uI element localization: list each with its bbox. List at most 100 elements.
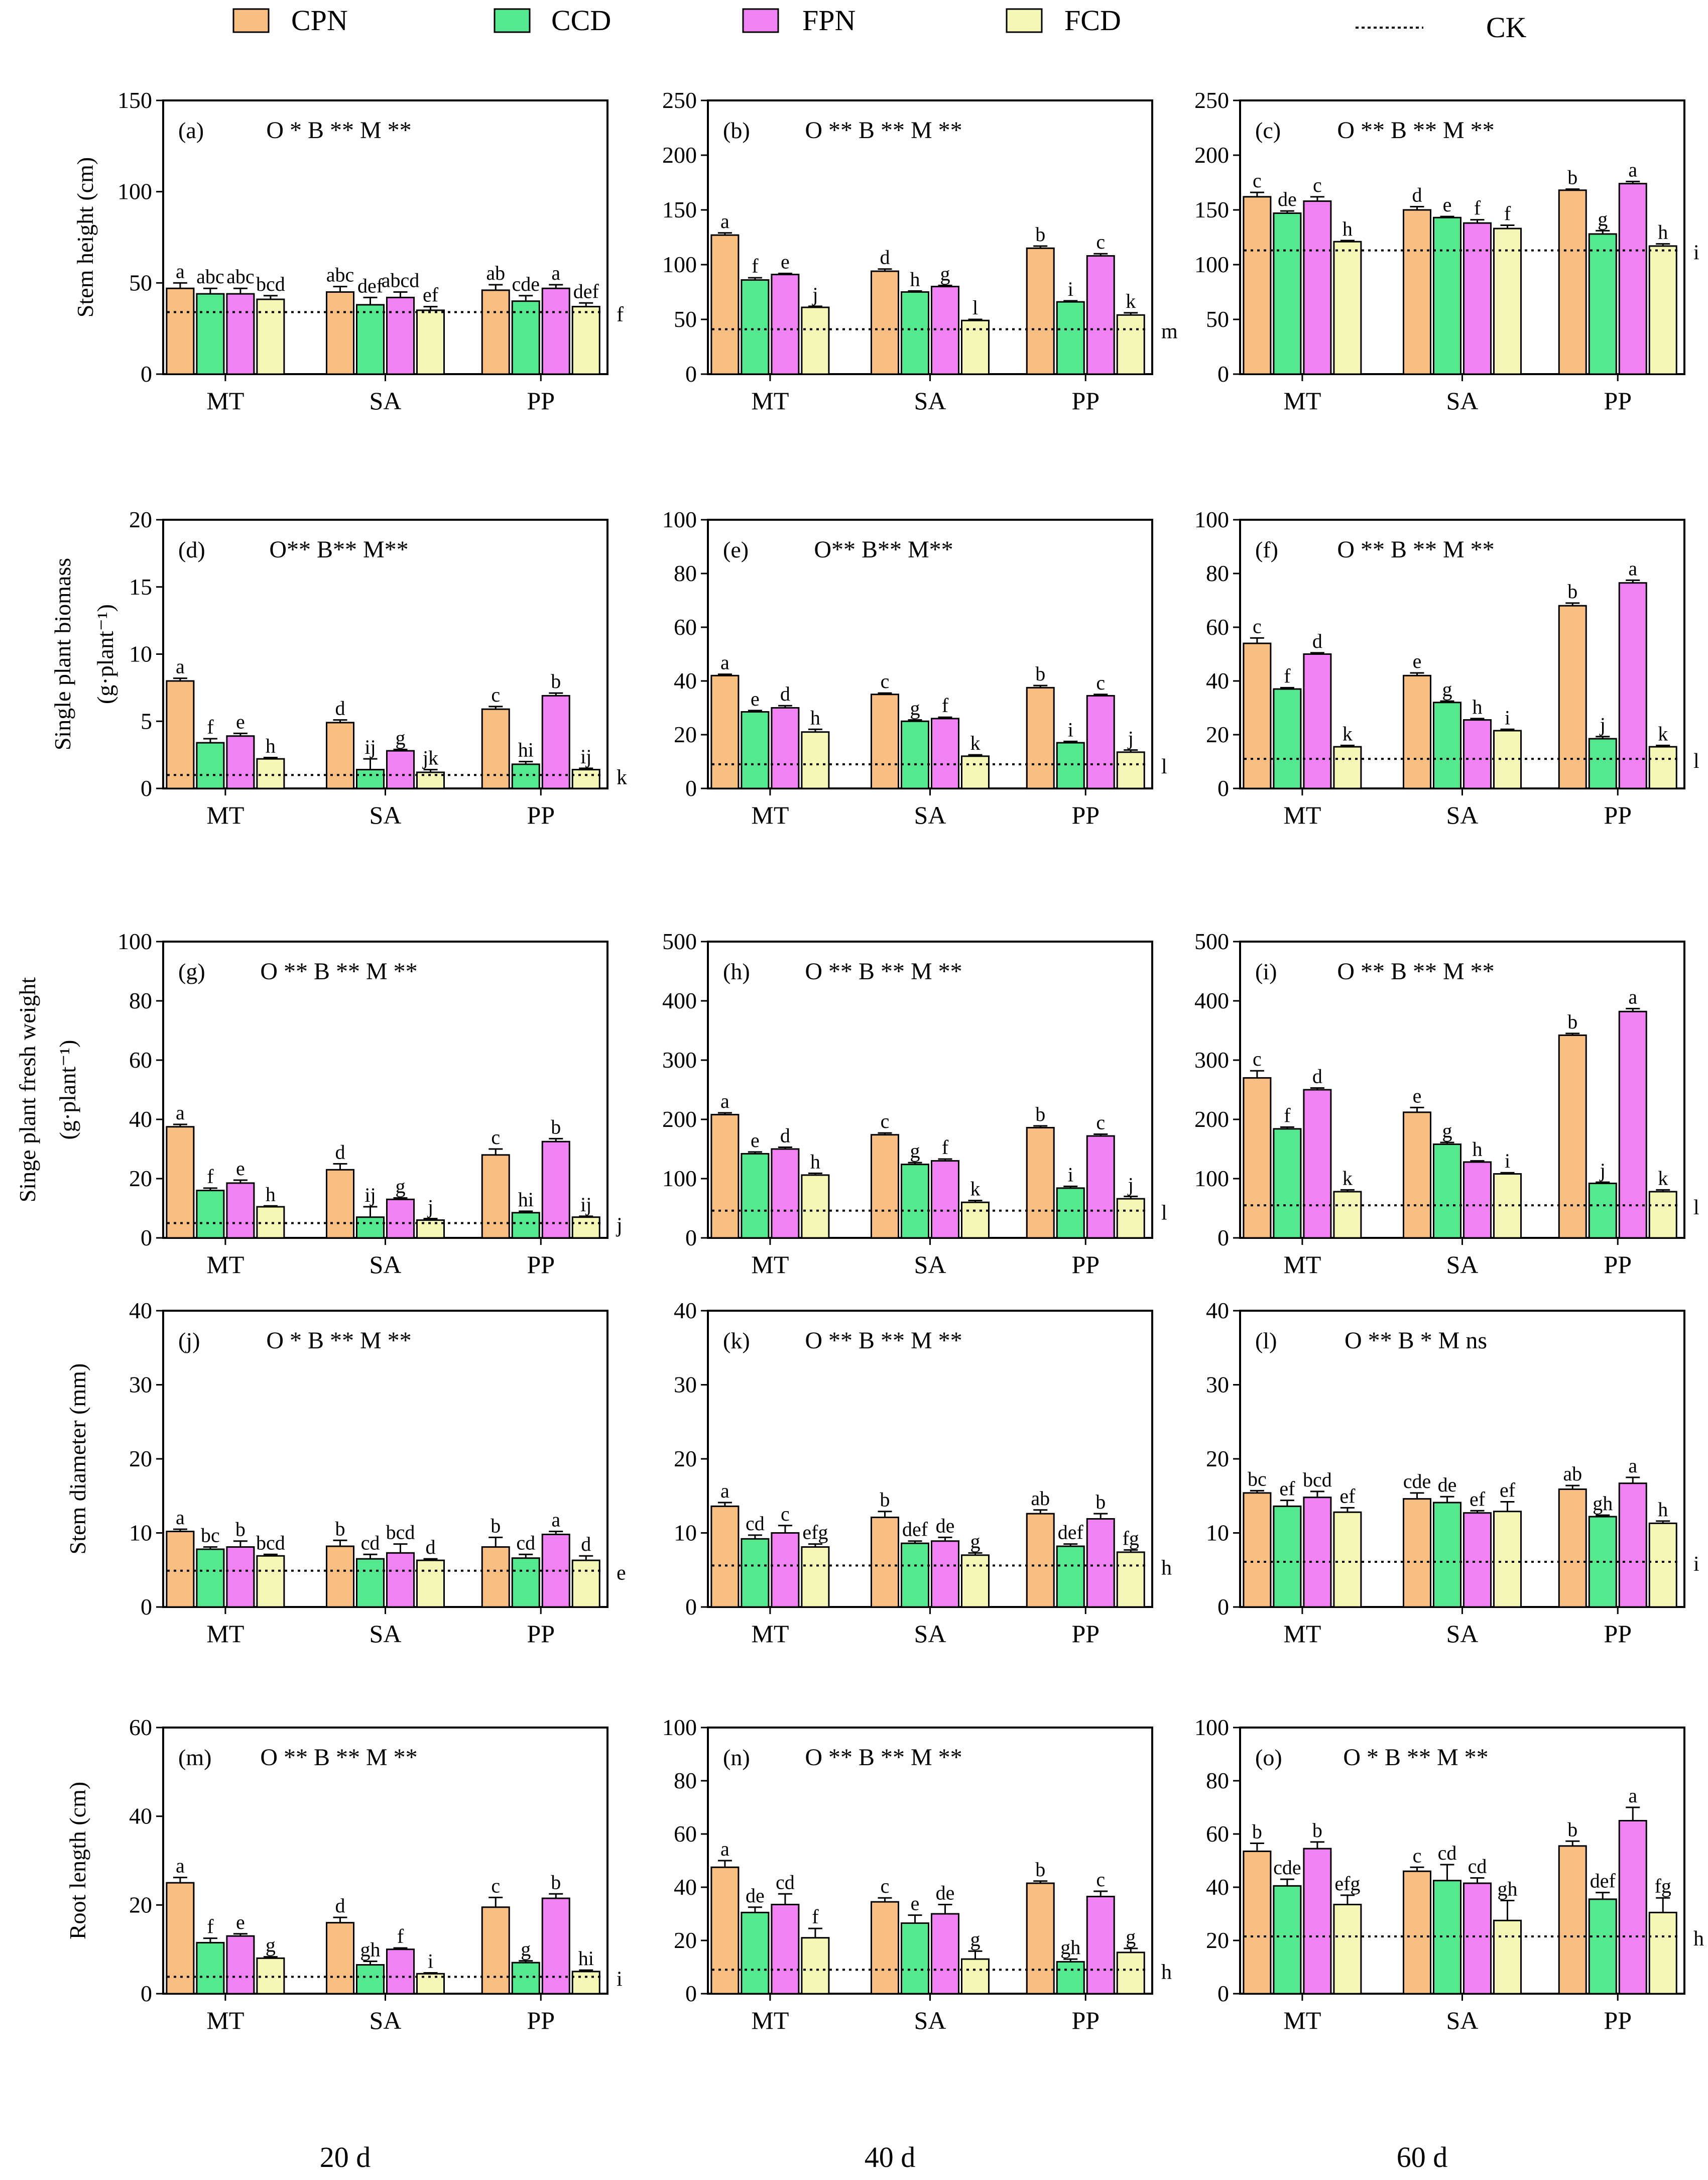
y-tick-label: 250: [662, 87, 697, 113]
bar-ccd-pp: [1588, 1182, 1617, 1239]
bar-cpn-sa: [326, 1169, 354, 1239]
ck-letter: l: [1693, 1196, 1699, 1219]
significance-letter: a: [176, 260, 185, 282]
x-category-label: PP: [1604, 387, 1632, 415]
significance-letter: h: [1343, 217, 1353, 240]
bar-cpn-pp: [1558, 1034, 1587, 1239]
bar-cpn-pp: [1558, 1845, 1587, 1995]
y-tick-label: 80: [674, 1768, 697, 1793]
significance-letter: a: [720, 1838, 729, 1860]
x-category-label: SA: [914, 1620, 946, 1648]
panel-label: (a): [178, 118, 204, 143]
y-tick-label: 40: [674, 668, 697, 694]
x-category-label: SA: [914, 801, 946, 829]
significance-letter: b: [1035, 1858, 1045, 1881]
y-tick-label: 100: [1194, 252, 1229, 277]
bar-cpn-mt: [166, 1882, 195, 1995]
bar-fcd-sa: [1493, 1511, 1522, 1608]
bar-fpn-mt: [771, 1532, 800, 1608]
bar-fpn-pp: [541, 287, 570, 375]
x-category-label: SA: [1446, 801, 1479, 829]
significance-letter: cd: [361, 1531, 380, 1554]
y-tick-label: 100: [662, 252, 697, 277]
significance-letter: gh: [360, 1938, 381, 1961]
y-tick-label: 40: [674, 1298, 697, 1323]
x-category-label: MT: [1283, 1250, 1321, 1279]
bar-fpn-mt: [1303, 1848, 1332, 1995]
ck-letter: i: [1693, 242, 1699, 265]
significance-letter: c: [491, 683, 500, 706]
legend-item-ck: CK: [1356, 11, 1527, 44]
bar-ccd-mt: [1273, 1885, 1302, 1995]
bar-fcd-pp: [1116, 314, 1145, 375]
significance-letter: hi: [578, 1947, 594, 1970]
significance-letter: j: [1127, 727, 1134, 749]
x-category-label: MT: [206, 801, 244, 829]
y-tick-label: 15: [129, 574, 152, 600]
significance-letter: ef: [1500, 1479, 1516, 1502]
y-tick-label: 60: [1206, 614, 1229, 640]
significance-letter: e: [751, 687, 760, 710]
bar-cpn-pp: [481, 289, 510, 375]
day-label-2: 60 d: [1397, 2141, 1448, 2173]
significance-letter: c: [1413, 1844, 1422, 1867]
significance-letter: a: [176, 1101, 185, 1124]
significance-letter: a: [720, 1479, 729, 1502]
significance-letter: c: [781, 1503, 790, 1525]
significance-letter: g: [970, 1928, 981, 1950]
bar-cpn-sa: [326, 291, 354, 375]
panel-label: (m): [178, 1745, 211, 1770]
y-tick-label: 30: [129, 1372, 152, 1398]
y-tick-label: 40: [1206, 1874, 1229, 1900]
legend-label-fcd: FCD: [1064, 4, 1121, 37]
significance-letter: def: [1058, 1521, 1084, 1544]
row-0-ylabel-line-0: Stem height (cm): [72, 157, 98, 317]
bar-fcd-pp: [571, 306, 600, 375]
significance-letter: i: [1068, 278, 1073, 300]
significance-letter: a: [1628, 158, 1637, 181]
bar-fcd-sa: [1493, 1919, 1522, 1995]
significance-letter: de: [936, 1881, 955, 1904]
bar-fcd-mt: [801, 1937, 830, 1995]
x-category-label: MT: [1283, 387, 1321, 415]
ck-letter: h: [1161, 1556, 1172, 1579]
y-tick-label: 100: [117, 179, 152, 204]
significance-letter: b: [491, 1514, 501, 1537]
significance-letter: ef: [1339, 1484, 1356, 1507]
significance-letter: h: [810, 1150, 820, 1173]
significance-letter: bcd: [256, 1531, 285, 1554]
significance-letter: e: [236, 710, 245, 733]
significance-letter: d: [426, 1536, 436, 1558]
ck-letter: h: [1693, 1927, 1704, 1950]
bar-ccd-pp: [1588, 1516, 1617, 1608]
significance-letter: c: [1253, 169, 1262, 192]
bar-fpn-sa: [386, 750, 415, 789]
bar-fpn-mt: [226, 1182, 255, 1239]
y-tick-label: 0: [1217, 775, 1229, 801]
significance-letter: g: [1442, 1119, 1452, 1142]
significance-letter: gh: [1593, 1492, 1613, 1515]
bar-fpn-sa: [386, 1198, 415, 1239]
ck-letter: i: [1693, 1553, 1699, 1576]
bar-cpn-pp: [1026, 1127, 1055, 1239]
legend-swatch-cpn: [232, 8, 270, 33]
y-tick-label: 20: [1206, 1446, 1229, 1471]
significance-letter: g: [266, 1934, 276, 1957]
bar-cpn-pp: [1558, 1488, 1587, 1608]
row-2-ylabel-line-1: (g·plant⁻¹): [55, 1040, 80, 1139]
y-tick-label: 0: [141, 775, 152, 801]
significance-letter: c: [491, 1126, 500, 1149]
significance-letter: k: [1658, 1167, 1668, 1189]
significance-letter: b: [1312, 1819, 1322, 1842]
bar-fpn-pp: [541, 1897, 570, 1995]
panel-label: (b): [723, 118, 750, 143]
significance-letter: g: [940, 262, 950, 285]
bar-fpn-pp: [1086, 255, 1115, 375]
bar-fpn-pp: [541, 695, 570, 789]
significance-letter: c: [881, 670, 890, 693]
x-category-label: PP: [1071, 2006, 1100, 2034]
bar-fpn-sa: [1463, 1161, 1492, 1239]
